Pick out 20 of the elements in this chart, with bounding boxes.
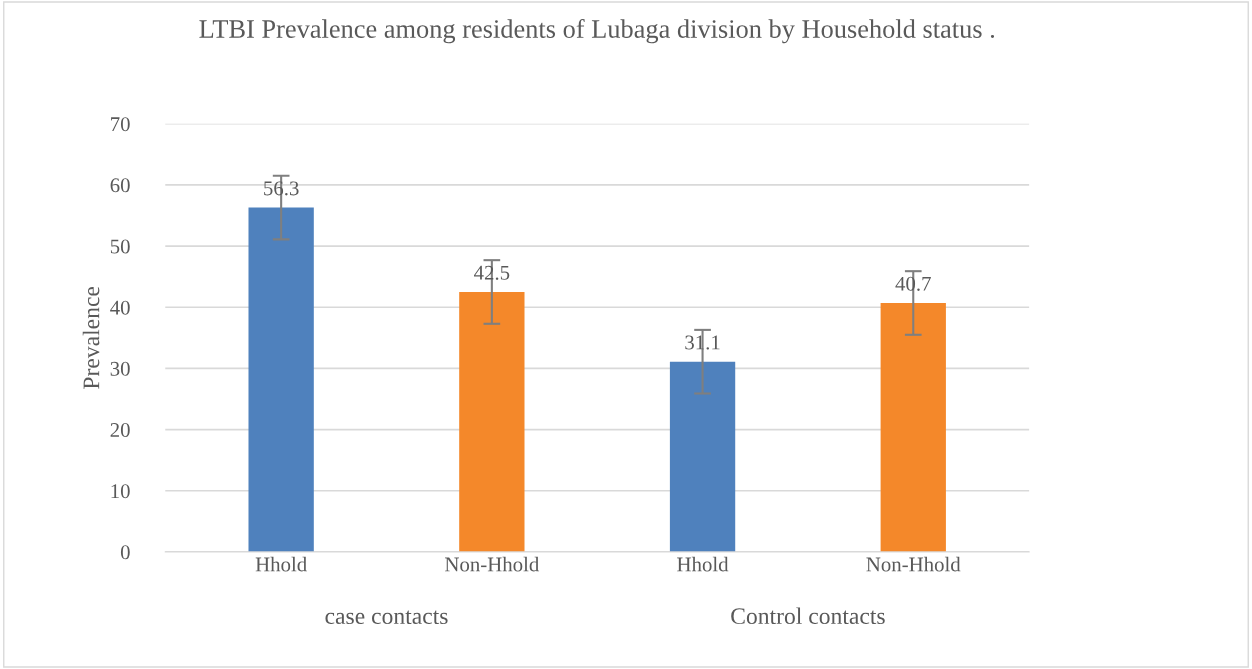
y-tick-label: 0 (120, 545, 130, 560)
y-tick-label: 50 (110, 239, 130, 254)
x-tick-label: Hhold (255, 556, 307, 572)
y-axis-title: Prevalence (82, 286, 100, 389)
y-tick-label: 20 (110, 422, 130, 438)
y-tick-label: 10 (111, 484, 130, 499)
y-tick-label: 60 (110, 178, 130, 193)
y-tick-label: 30 (110, 361, 130, 376)
chart-title: LTBI Prevalence among residents of Lubaga division by Household status . (199, 19, 995, 44)
bar (880, 302, 946, 552)
y-tick-label: 40 (110, 300, 130, 315)
x-tick-label: Non-Hhold (866, 556, 961, 572)
bar (459, 291, 525, 552)
text: case contacts (325, 610, 448, 625)
text: Control contacts (731, 607, 885, 625)
x-tick-label: Non-Hhold (445, 556, 540, 572)
bar (669, 361, 736, 552)
x-tick-label: Hhold (677, 556, 729, 572)
bar (248, 207, 314, 552)
y-tick-label: 70 (111, 117, 130, 132)
